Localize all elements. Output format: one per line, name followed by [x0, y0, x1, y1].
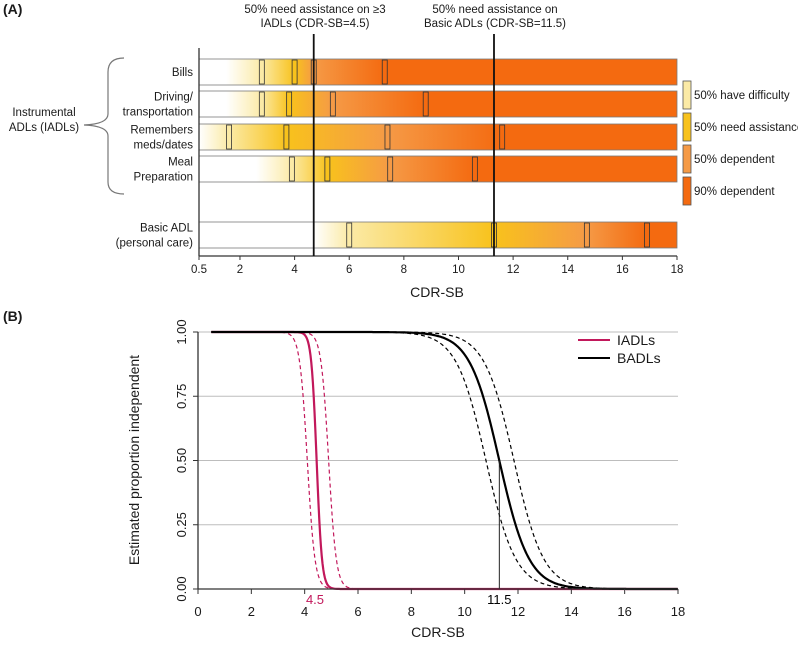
- x-tick-label: 6: [346, 264, 352, 276]
- legend-label-dependent-50: 50% dependent: [694, 154, 775, 166]
- x-tick-label: 2: [248, 604, 255, 619]
- threshold-marker: [283, 124, 290, 150]
- legend-label-iadls: IADLs: [617, 332, 655, 348]
- panel-a: (A) 50% need assistance on ≥3 IADLs (CDR…: [3, 1, 798, 300]
- x-tick-label: 16: [616, 264, 629, 276]
- vline-1-label-line-2: IADLs (CDR-SB=4.5): [261, 18, 370, 30]
- row-label: Bills: [172, 67, 193, 79]
- panel-b-x-label: CDR-SB: [411, 624, 465, 640]
- y-tick-label: 0.25: [174, 512, 189, 537]
- y-tick-label: 0.50: [174, 448, 189, 473]
- panel-a-x-label: CDR-SB: [410, 284, 464, 300]
- x-tick-label: 2: [237, 264, 243, 276]
- row-bar: [198, 123, 678, 151]
- x-tick-label: 4: [291, 264, 298, 276]
- y-tick-label: 0.75: [174, 384, 189, 409]
- threshold-marker: [387, 156, 394, 182]
- legend-label-badls: BADLs: [617, 350, 661, 366]
- x-tick-label: 18: [671, 264, 684, 276]
- row-label: (personal care): [116, 238, 194, 250]
- threshold-marker: [384, 124, 391, 150]
- threshold-marker: [644, 222, 650, 248]
- panel-b-label: (B): [3, 308, 22, 324]
- panel-a-x-ticks: 0.5 2 4 6 8 10 12 14 16 18: [191, 256, 683, 276]
- x-tick-label: 10: [452, 264, 465, 276]
- panel-b: (B) 4.5 11.5 0 2 4 6 8 10 12 14 16 180.000.250.500…: [3, 308, 685, 640]
- panel-b-legend: IADLs BADLs: [578, 332, 661, 366]
- legend-swatch-difficulty: [682, 80, 692, 110]
- x-tick-label: 14: [561, 264, 574, 276]
- threshold-marker: [258, 91, 265, 117]
- threshold-marker: [499, 124, 506, 150]
- vline-2-label-line-1: 50% need assistance on: [432, 4, 557, 16]
- legend-swatch-dependent-90: [682, 176, 692, 206]
- legend-swatch-dependent-50: [682, 144, 692, 174]
- panel-a-legend: 50% have difficulty 50% need assistance …: [682, 80, 798, 206]
- threshold-marker: [583, 222, 590, 248]
- panel-b-annotations: 4.5 11.5: [306, 460, 512, 607]
- row-label: Meal: [168, 157, 193, 169]
- row-bar: [198, 221, 678, 249]
- row-bar: [198, 90, 678, 118]
- annotation-badl: 11.5: [487, 592, 511, 607]
- x-tick-label: 4: [301, 604, 308, 619]
- legend-label-difficulty: 50% have difficulty: [694, 90, 790, 102]
- threshold-marker: [324, 156, 331, 182]
- vline-2-label-line-2: Basic ADLs (CDR-SB=11.5): [424, 18, 566, 30]
- threshold-marker: [329, 91, 336, 117]
- threshold-marker: [288, 156, 295, 182]
- threshold-marker: [291, 59, 298, 85]
- annotation-iadl: 4.5: [306, 592, 324, 607]
- row-label: Driving/: [154, 92, 194, 104]
- row-label: meds/dates: [134, 140, 194, 152]
- y-tick-label: 1.00: [174, 319, 189, 344]
- x-tick-label: 12: [507, 264, 520, 276]
- row-bar: [198, 58, 678, 86]
- legend-label-assistance: 50% need assistance: [694, 122, 798, 134]
- x-tick-label: 0: [194, 604, 201, 619]
- row-label: Basic ADL: [140, 223, 194, 235]
- panel-a-label: (A): [3, 1, 22, 17]
- x-tick-label: 14: [564, 604, 578, 619]
- vline-1-label-line-1: 50% need assistance on ≥3: [244, 4, 385, 16]
- x-tick-label: 6: [354, 604, 361, 619]
- iadl-group-brace: [83, 57, 125, 195]
- iadl-group-label-line-1: Instrumental: [12, 107, 75, 119]
- x-tick-label: 8: [408, 604, 415, 619]
- x-tick-label: 18: [671, 604, 685, 619]
- threshold-marker: [346, 222, 353, 248]
- panel-b-y-label: Estimated proportion independent: [126, 355, 142, 565]
- row-label: Preparation: [134, 172, 193, 184]
- threshold-marker: [258, 59, 265, 85]
- x-tick-label: 8: [401, 264, 407, 276]
- panel-b-ticks: 0 2 4 6 8 10 12 14 16 18 0.00 0.25 0.50 0.75 1.00: [174, 319, 685, 619]
- threshold-marker: [381, 59, 388, 85]
- row-bar: [198, 155, 678, 183]
- x-tick-label: 10: [457, 604, 471, 619]
- panel-a-reference-lines: [312, 34, 495, 256]
- x-tick-label: 0.5: [191, 264, 207, 276]
- row-label: transportation: [123, 107, 193, 119]
- legend-swatch-assistance: [682, 112, 692, 142]
- threshold-marker: [226, 124, 232, 150]
- row-label: Remembers: [130, 125, 193, 137]
- panel-b-grid: [198, 331, 678, 526]
- x-tick-label: 16: [617, 604, 631, 619]
- panel-a-rows: Bills Driving/transportation Remembers meds…: [116, 58, 678, 250]
- threshold-marker: [422, 91, 429, 117]
- legend-label-dependent-90: 90% dependent: [694, 186, 775, 198]
- iadl-group-label-line-2: ADLs (IADLs): [9, 122, 79, 134]
- threshold-marker: [286, 91, 293, 117]
- y-tick-label: 0.00: [174, 576, 189, 601]
- x-tick-label: 12: [511, 604, 525, 619]
- threshold-marker: [471, 156, 478, 182]
